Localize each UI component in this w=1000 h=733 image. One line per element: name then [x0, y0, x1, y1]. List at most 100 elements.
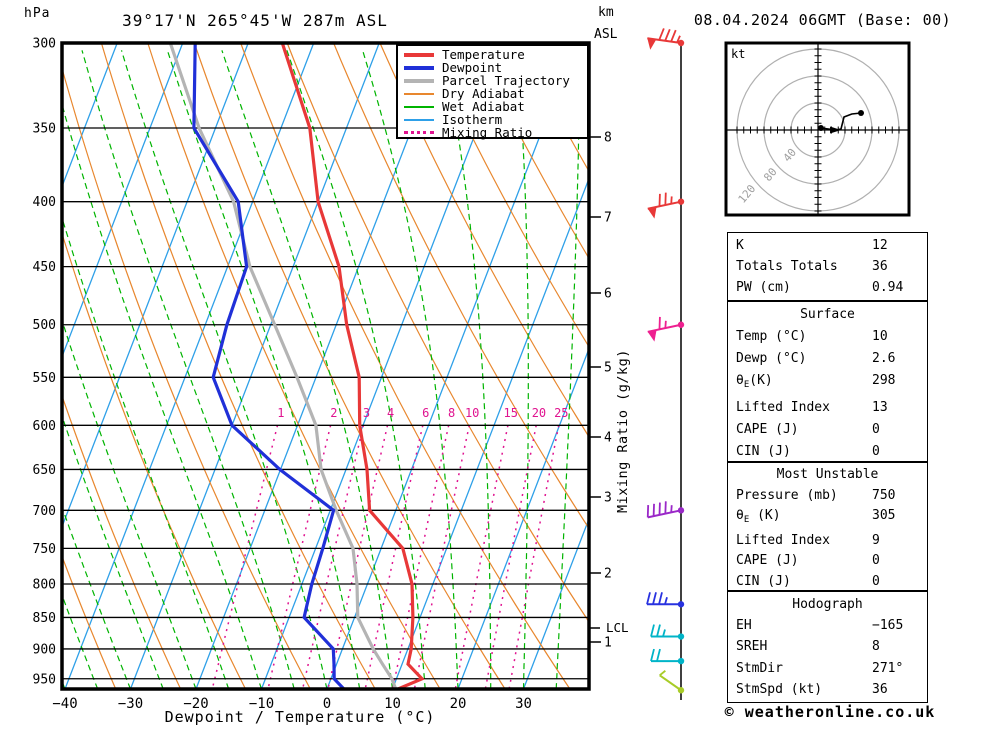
hodograph-trace-arrow	[830, 126, 842, 134]
hodograph-unit-label: kt	[731, 47, 746, 61]
wind-barb-column	[646, 28, 685, 700]
index-value: 0	[872, 421, 880, 437]
hodograph-border	[724, 41, 911, 217]
mixing-ratio-value-label: 4	[387, 406, 394, 420]
pressure-tick-label: 700	[33, 504, 56, 519]
index-row-pressure-mb: Pressure (mb) 750	[728, 486, 927, 507]
km-axis: 8 7 6 5 4 3 2 1	[589, 131, 612, 651]
index-label: CIN (J)	[736, 573, 791, 589]
index-label: StmDir	[736, 660, 783, 676]
km-tick-label: 1	[604, 636, 612, 651]
index-row-totals-totals: Totals Totals 36	[728, 256, 927, 277]
run-date: 08.04.2024 06GMT (Base: 00)	[693, 11, 952, 29]
legend-swatch-thick	[404, 65, 434, 70]
index-value: 750	[872, 487, 896, 503]
index-value: 10	[872, 329, 888, 345]
legend-item-mixing-ratio: Mixing Ratio	[398, 126, 587, 139]
legend-label: Mixing Ratio	[442, 124, 533, 140]
mixing-ratio-value-label: 25	[554, 406, 568, 420]
indices-box-title: Surface	[800, 307, 855, 322]
indices-box-title: Hodograph	[792, 597, 863, 612]
pressure-tick-label: 900	[33, 642, 56, 657]
plot-border	[60, 41, 591, 691]
index-label: Lifted Index	[736, 532, 830, 548]
index-value: 36	[872, 259, 888, 274]
dry-adiabats-group	[62, 43, 589, 689]
index-label: Totals Totals	[736, 259, 838, 274]
legend-item-wet-adiabat: Wet Adiabat	[398, 100, 587, 113]
pressure-tick-label: 400	[33, 195, 56, 210]
pressure-tick-label: 950	[33, 672, 56, 687]
mixing-ratio-value-label: 6	[422, 406, 429, 420]
index-value: 298	[872, 373, 896, 389]
pressure-tick-label: 600	[33, 419, 56, 434]
index-label: CAPE (J)	[736, 553, 799, 568]
watermark: © weatheronline.co.uk	[724, 703, 936, 721]
index-row-e-k: θE(K) 298	[728, 370, 927, 396]
index-row-lifted-index: Lifted Index 13	[728, 397, 927, 419]
index-value: 12	[872, 238, 888, 253]
index-label: K	[736, 238, 744, 253]
wind-barb	[659, 670, 682, 692]
index-label: θE(K)	[736, 373, 773, 391]
index-row-stmspd-kt: StmSpd (kt) 36	[728, 679, 927, 700]
sounding-curves	[168, 43, 425, 689]
wind-barb	[646, 592, 681, 606]
indices-box-stability: K 12 Totals Totals 36 PW (cm) 0.94	[727, 232, 928, 301]
pressure-gridlines	[62, 127, 589, 680]
legend-item-dewpoint: Dewpoint	[398, 61, 587, 74]
mixing-ratio-value-label: 3	[363, 406, 370, 420]
km-tick-label: 3	[604, 491, 612, 506]
index-row-cape-j: CAPE (J) 0	[728, 419, 927, 441]
index-label: EH	[736, 618, 752, 634]
legend-label: Parcel Trajectory	[442, 72, 570, 88]
temperature-tick-label: 30	[515, 696, 532, 712]
mixing-ratio-value-label: 2	[330, 406, 337, 420]
legend-item-dry-adiabat: Dry Adiabat	[398, 87, 587, 100]
index-value: −165	[872, 618, 904, 634]
pressure-tick-label: 800	[33, 577, 56, 592]
pressure-tick-label: 500	[33, 318, 56, 333]
legend-swatch-thick	[404, 52, 434, 57]
index-value: 2.6	[872, 351, 896, 367]
temperature-axis-labels: −40 −30 −20 −10 0 10 20 30	[52, 696, 532, 712]
altitude-axis-asl-label: ASL	[594, 27, 618, 42]
pressure-tick-label: 750	[33, 542, 56, 557]
index-row-dewp-c: Dewp (°C) 2.6	[728, 348, 927, 370]
index-label: SREH	[736, 639, 768, 655]
wind-barb	[647, 28, 682, 50]
index-label: PW (cm)	[736, 280, 791, 295]
temperature-tick-label: −10	[249, 696, 274, 712]
wind-barb	[650, 624, 681, 638]
temperature-tick-label: −20	[183, 696, 208, 712]
index-row-e-k: θE (K) 305	[728, 506, 927, 531]
index-row-cin-j: CIN (J) 0	[728, 441, 927, 463]
legend-swatch-thick	[404, 78, 434, 83]
index-value: 8	[872, 639, 880, 655]
wind-barb	[650, 648, 681, 663]
hodograph-ring-label: 80	[761, 165, 779, 184]
dewpoint-curve	[192, 43, 346, 689]
pressure-tick-label: 300	[33, 37, 56, 52]
km-tick-label: 4	[604, 431, 612, 446]
index-row-k: K 12	[728, 235, 927, 256]
index-row-sreh: SREH 8	[728, 636, 927, 657]
index-row-eh: EH −165	[728, 615, 927, 636]
index-value: 9	[872, 532, 880, 548]
km-tick-label: 8	[604, 131, 612, 146]
index-value: 13	[872, 399, 888, 415]
index-row-stmdir: StmDir 271°	[728, 658, 927, 679]
plot-background: 1 2 3 4 6 8 10 15 20 25	[62, 43, 589, 689]
mixing-ratio-value-label: 20	[532, 406, 546, 420]
legend-label: Dewpoint	[442, 59, 503, 75]
legend: Temperature Dewpoint Parcel Trajectory Dry …	[396, 44, 589, 139]
x-axis-title: Dewpoint / Temperature (°C)	[164, 708, 436, 726]
indices-box-surface: Surface Temp (°C) 10 Dewp (°C) 2.6 θE(K) 298 Li…	[727, 301, 928, 462]
legend-label: Temperature	[442, 46, 525, 62]
temperature-tick-label: 10	[384, 696, 401, 712]
pressure-tick-label: 650	[33, 463, 56, 478]
hodograph-ring-label: 40	[781, 146, 799, 165]
